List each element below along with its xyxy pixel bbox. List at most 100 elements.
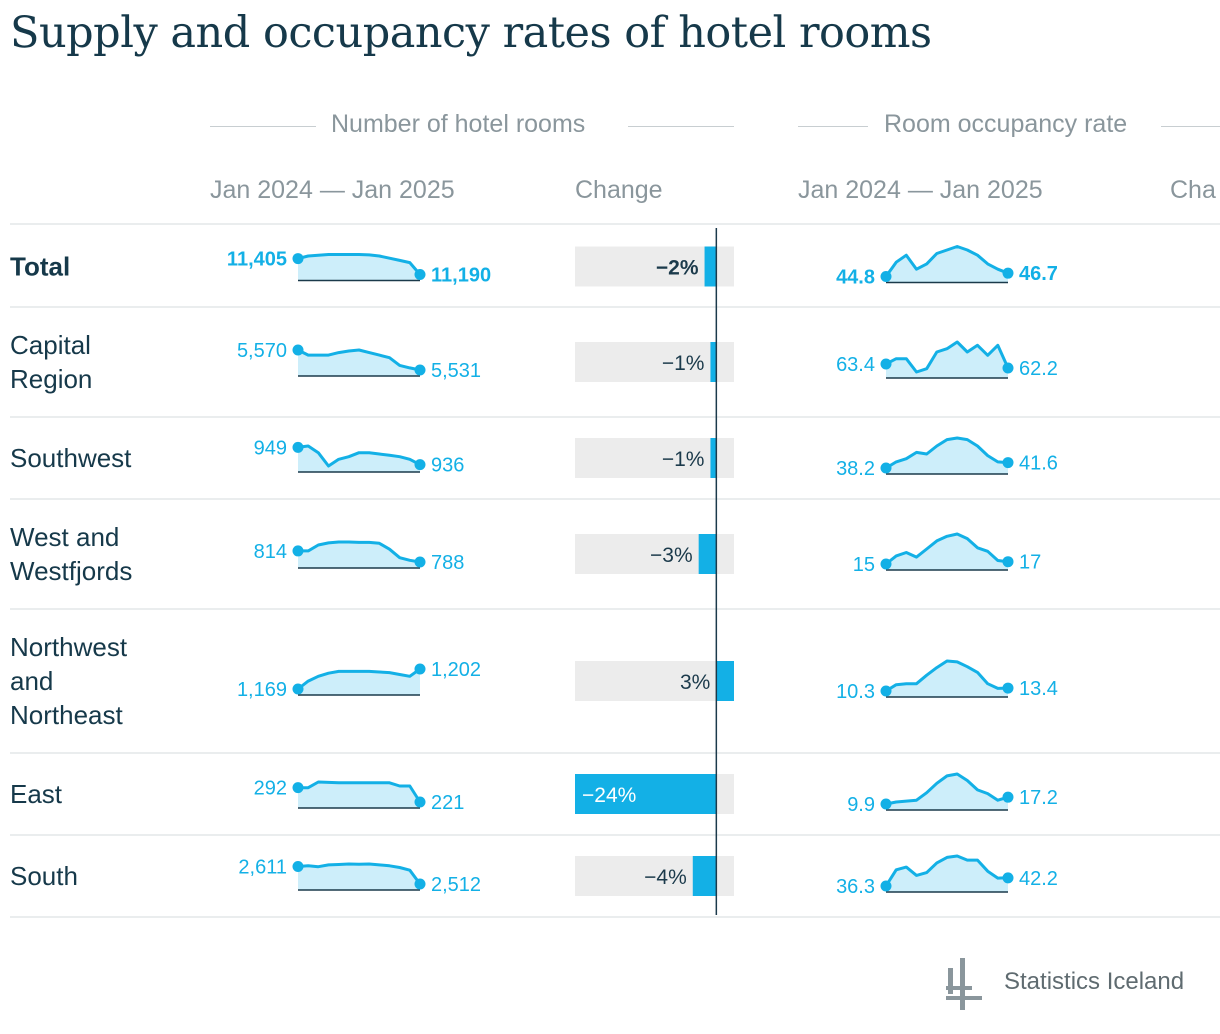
rate-area-capital-region <box>886 342 1008 378</box>
rate-area-south <box>886 856 1008 892</box>
change-label-west-and-westfjords: −3% <box>650 544 693 567</box>
rate-start-label-total: 44.8 <box>836 267 875 289</box>
rate-end-label-east: 17.2 <box>1019 787 1058 809</box>
chart-title: Supply and occupancy rates of hotel room… <box>10 8 932 58</box>
row-label-south: South <box>10 861 78 891</box>
group-header-rooms: Number of hotel rooms <box>331 110 586 138</box>
rate-end-label-total: 46.7 <box>1019 263 1058 285</box>
rooms-area-south <box>298 864 420 890</box>
rate-start-label-east: 9.9 <box>847 794 875 816</box>
rate-start-label-west-and-westfjords: 15 <box>853 554 875 576</box>
change-bar-capital-region <box>710 342 717 382</box>
change-bar-bg-southwest <box>575 438 734 478</box>
rooms-line-northwest-and-northeast <box>297 667 421 691</box>
rate-start-dot-northwest-and-northeast <box>880 685 892 697</box>
rate-area-northwest-and-northeast <box>886 661 1008 697</box>
rooms-end-label-capital-region: 5,531 <box>431 360 481 382</box>
column-header-rooms-change: Change <box>575 176 663 204</box>
rooms-start-dot-total <box>292 253 304 265</box>
change-label-southwest: −1% <box>662 448 705 471</box>
rooms-line-southwest <box>297 444 421 468</box>
rooms-start-dot-east <box>292 782 304 794</box>
rate-end-label-capital-region: 62.2 <box>1019 358 1058 380</box>
rooms-line-west-and-westfjords <box>298 540 421 564</box>
change-bar-west-and-westfjords <box>698 534 717 574</box>
rate-start-dot-east <box>880 798 892 810</box>
change-label-east: −24% <box>582 784 636 807</box>
change-bar-east <box>575 774 717 814</box>
rate-line-south <box>884 854 1009 887</box>
change-bar-bg-northwest-and-northeast <box>575 661 734 701</box>
column-header-rate-change: Cha <box>1170 176 1216 204</box>
rate-area-east <box>886 774 1008 810</box>
rooms-area-southwest <box>298 446 420 472</box>
row-label-east: East <box>10 779 63 809</box>
rate-end-dot-northwest-and-northeast <box>1002 682 1014 694</box>
column-header-rate-period: Jan 2024 — Jan 2025 <box>798 176 1043 204</box>
row-label-southwest: Southwest <box>10 443 132 473</box>
rooms-start-label-east: 292 <box>254 778 287 800</box>
rate-end-dot-south <box>1002 872 1014 884</box>
group-rule-right <box>1161 126 1220 127</box>
footer-brand: Statistics Iceland <box>1004 968 1185 995</box>
statistics-iceland-logo-icon <box>946 958 982 1010</box>
rooms-start-dot-west-and-westfjords <box>292 545 304 557</box>
change-bar-bg-capital-region <box>575 342 734 382</box>
rate-line-capital-region <box>885 340 1010 374</box>
rooms-area-east <box>298 782 420 808</box>
rooms-end-label-southwest: 936 <box>431 455 464 477</box>
rate-end-dot-total <box>1002 267 1014 279</box>
change-label-northwest-and-northeast: 3% <box>680 671 710 694</box>
rooms-end-label-south: 2,512 <box>431 874 481 896</box>
row-label-capital-region: Capital Region <box>10 330 92 394</box>
rooms-end-label-total: 11,190 <box>431 265 491 287</box>
rate-start-label-capital-region: 63.4 <box>836 354 875 376</box>
rooms-start-dot-capital-region <box>292 344 304 356</box>
change-bar-total <box>704 246 717 287</box>
rooms-line-south <box>297 862 422 885</box>
rate-start-label-south: 36.3 <box>836 876 875 898</box>
group-rule-right <box>628 126 734 127</box>
rate-end-dot-capital-region <box>1002 362 1014 374</box>
rooms-start-label-northwest-and-northeast: 1,169 <box>237 679 287 701</box>
rooms-start-label-southwest: 949 <box>254 437 287 459</box>
rate-line-east <box>885 772 1009 806</box>
rate-start-dot-west-and-westfjords <box>880 558 892 570</box>
rate-start-label-northwest-and-northeast: 10.3 <box>836 681 875 703</box>
rooms-end-dot-northwest-and-northeast <box>414 663 426 675</box>
rate-end-label-south: 42.2 <box>1019 868 1058 890</box>
rate-line-west-and-westfjords <box>885 532 1009 566</box>
row-label-northwest-and-northeast: Northwest and Northeast <box>10 632 128 730</box>
rate-start-dot-capital-region <box>880 358 892 370</box>
rooms-area-total <box>298 254 420 281</box>
rate-end-dot-southwest <box>1002 457 1014 469</box>
rooms-area-northwest-and-northeast <box>298 669 420 695</box>
rate-start-dot-southwest <box>880 462 892 474</box>
column-header-rooms-period: Jan 2024 — Jan 2025 <box>210 176 455 204</box>
rooms-end-label-west-and-westfjords: 788 <box>431 552 464 574</box>
rooms-end-label-northwest-and-northeast: 1,202 <box>431 659 481 681</box>
rooms-start-label-south: 2,611 <box>238 856 287 878</box>
rooms-start-label-west-and-westfjords: 814 <box>254 541 287 563</box>
rooms-end-label-east: 221 <box>431 792 464 814</box>
rooms-end-dot-east <box>414 796 426 808</box>
rooms-line-east <box>298 780 422 803</box>
rooms-start-dot-south <box>292 860 304 872</box>
row-label-total: Total <box>10 252 70 282</box>
rate-end-dot-east <box>1002 791 1014 803</box>
rate-line-northwest-and-northeast <box>885 659 1009 693</box>
rate-line-total <box>884 245 1009 278</box>
change-bar-southwest <box>710 438 717 478</box>
rooms-line-total <box>297 253 422 276</box>
rooms-end-dot-west-and-westfjords <box>414 556 426 568</box>
rate-start-dot-total <box>880 271 892 282</box>
rate-end-dot-west-and-westfjords <box>1002 556 1014 568</box>
rate-start-label-southwest: 38.2 <box>836 458 875 480</box>
rate-area-west-and-westfjords <box>886 534 1008 570</box>
rooms-start-label-total: 11,405 <box>227 249 287 271</box>
change-bar-south <box>692 856 717 896</box>
row-label-west-and-westfjords: West and Westfjords <box>10 522 132 586</box>
group-rule-left <box>210 126 316 127</box>
rooms-end-dot-southwest <box>414 459 426 471</box>
